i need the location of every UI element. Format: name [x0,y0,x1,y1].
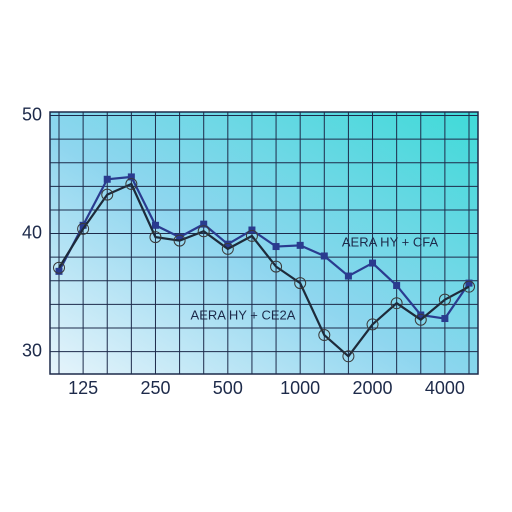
point-marker [344,272,352,280]
point-marker [342,350,355,363]
plot-area [50,112,478,374]
point-marker [438,293,451,306]
series-line [58,175,470,320]
point-marker [79,221,87,229]
plot-border [49,111,479,375]
point-marker [270,260,283,273]
point-marker [200,220,208,228]
y-tick-label: 50 [22,104,42,124]
point-marker [465,279,473,287]
y-tick-label: 40 [22,222,42,242]
x-tick-label: 125 [68,378,98,398]
point-marker [414,313,427,326]
series-label: AERA HY + CE2A [191,307,296,322]
point-marker [393,281,401,289]
point-marker [103,175,111,183]
series-label: AERA HY + CFA [342,234,439,249]
point-marker [125,177,138,190]
point-marker [318,329,331,342]
point-marker [149,231,162,244]
point-marker [151,221,159,229]
point-marker [55,267,63,275]
point-marker [77,222,90,235]
point-marker [173,234,186,247]
point-marker [224,240,232,248]
y-tick-label: 30 [22,340,42,360]
point-marker [390,297,403,310]
point-marker [296,241,304,249]
x-tick-label: 4000 [425,378,465,398]
point-marker [320,252,328,260]
point-marker [366,318,379,331]
point-marker [53,261,65,274]
point-marker [463,280,475,293]
point-marker [127,173,135,181]
x-tick-label: 250 [140,378,170,398]
point-marker [197,225,210,238]
x-tick-label: 2000 [353,378,393,398]
point-marker [272,243,280,251]
point-marker [417,311,425,319]
series-line [58,182,470,358]
point-marker [221,242,234,255]
x-tick-label: 1000 [280,378,320,398]
point-marker [101,188,114,201]
point-marker [176,233,184,241]
point-marker [245,229,258,242]
point-marker [441,315,449,323]
x-tick-label: 500 [213,378,243,398]
point-marker [369,259,377,267]
point-marker [294,277,307,290]
